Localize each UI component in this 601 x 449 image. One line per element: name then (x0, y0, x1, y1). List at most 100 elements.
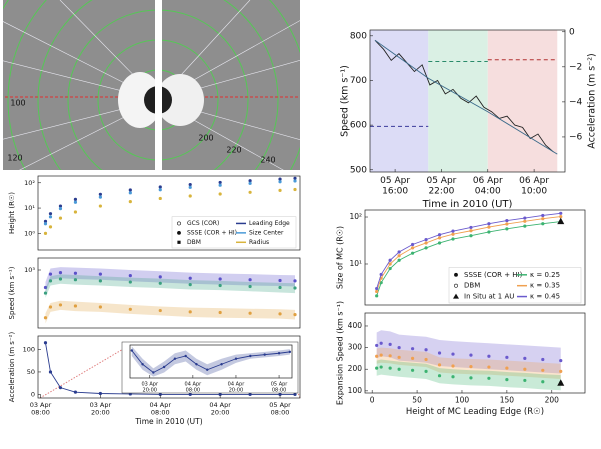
y-tick-label: 100 (348, 386, 363, 395)
x-tick-label: 200 (545, 396, 560, 405)
y-tick-label: 0 (31, 390, 35, 398)
data-point (158, 196, 162, 201)
data-point (158, 185, 162, 189)
y-tick-label: 10³ (24, 266, 35, 274)
x-tick-label: 100 (455, 396, 470, 405)
data-point (388, 262, 392, 266)
data-point (43, 285, 48, 290)
data-point (58, 216, 63, 220)
plot-area (375, 330, 563, 391)
data-point (559, 358, 563, 363)
data-point (505, 366, 509, 370)
y-axis-label: Speed (km s⁻¹) (8, 266, 16, 319)
x-tick-label: 20:00 (91, 408, 110, 416)
x-tick-label: 08:00 (151, 408, 170, 416)
data-point (98, 195, 102, 199)
data-point (375, 366, 379, 370)
data-point (128, 191, 132, 195)
data-point (278, 177, 282, 181)
x-tick-label: 06 Apr (519, 176, 549, 186)
x-tick-label: 50 (412, 396, 422, 405)
data-point (505, 355, 509, 359)
plot-area (375, 211, 563, 298)
data-point (293, 392, 297, 397)
y2-tick-label: −2 (569, 62, 582, 72)
data-point (158, 188, 162, 192)
data-point (188, 185, 192, 189)
data-point (195, 363, 198, 366)
data-point (43, 219, 48, 223)
y-tick-label: 10² (349, 212, 362, 221)
data-point (559, 211, 563, 215)
data-point (451, 237, 455, 241)
data-point (523, 224, 527, 228)
data-point (128, 188, 132, 192)
series-line (45, 342, 296, 395)
data-point (410, 368, 415, 372)
x-tick-label: 04 Apr (149, 401, 171, 409)
data-point (379, 365, 383, 369)
data-point (541, 380, 545, 384)
shaded-region (428, 30, 488, 172)
image-label: 240 (260, 156, 275, 165)
y-tick-label: 400 (348, 321, 363, 330)
data-point (218, 283, 222, 288)
data-point (58, 204, 63, 208)
data-point (48, 279, 53, 283)
y-tick-label: 200 (348, 364, 363, 373)
data-point (293, 313, 297, 317)
data-point (188, 283, 192, 287)
y-tick-label: 10¹ (349, 259, 362, 268)
data-point (397, 254, 401, 258)
data-point (379, 341, 383, 345)
data-point (559, 369, 563, 373)
data-point (451, 232, 455, 236)
data-point (263, 353, 266, 356)
data-point (43, 222, 48, 226)
data-point (451, 229, 455, 233)
plot-frame (37, 257, 301, 329)
plot-frame (37, 335, 301, 399)
y-tick-label: 500 (350, 165, 367, 175)
legend-swatch (177, 221, 181, 226)
data-point (293, 187, 297, 192)
data-point (43, 316, 48, 320)
uncertainty-band (131, 346, 290, 377)
data-point (410, 246, 415, 250)
legend-label: GCS (COR) (187, 220, 219, 227)
data-point (98, 204, 102, 208)
data-point (278, 312, 282, 316)
legend-label: SSSE (COR + HI) (187, 229, 237, 236)
series-line (374, 39, 558, 155)
legend-label: DBM (464, 282, 480, 290)
data-point (98, 391, 102, 396)
data-point (218, 310, 222, 315)
data-point (128, 280, 132, 284)
legend-label: SSSE (COR + HI) (464, 271, 523, 279)
data-point (278, 278, 282, 283)
y2-tick-label: −4 (569, 97, 583, 107)
x-tick-label: 05 Apr (426, 176, 456, 186)
inset-background (121, 341, 299, 394)
data-point (523, 216, 527, 220)
data-point (218, 180, 222, 185)
data-point (487, 230, 491, 234)
shaded-region (370, 30, 429, 172)
data-point (424, 369, 428, 373)
plot-frame (129, 344, 293, 379)
data-point (379, 353, 383, 357)
data-point (98, 272, 102, 276)
data-point (451, 375, 455, 379)
data-point (220, 363, 223, 366)
data-point (98, 305, 102, 309)
legend-label: Size Center (249, 229, 284, 236)
series-line (131, 350, 290, 374)
data-point (397, 250, 401, 254)
data-point (48, 272, 53, 276)
data-point (173, 357, 177, 360)
data-point (58, 271, 63, 275)
legend-label: DBM (187, 239, 201, 246)
plot-frame (37, 175, 301, 251)
legend-box (448, 267, 582, 304)
